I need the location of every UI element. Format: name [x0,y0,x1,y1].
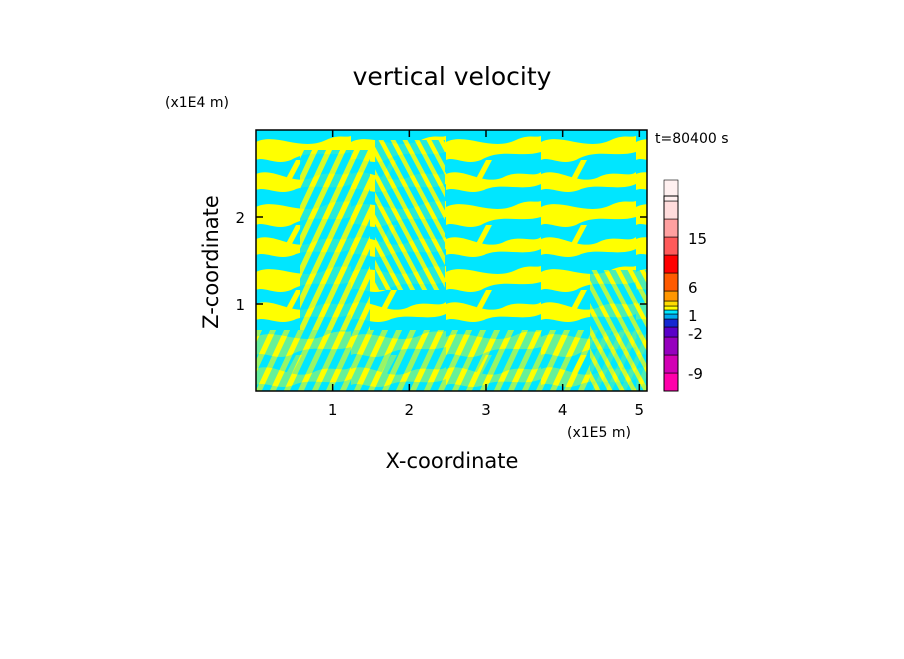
colorbar-segment [663,354,679,374]
plot-frame [255,129,648,392]
x-tick-label: 3 [481,401,491,419]
colorbar-segment [663,218,679,238]
x-tick-label: 2 [405,401,415,419]
colorbar-segment [663,309,679,315]
colorbar-label: -9 [688,365,703,383]
colorbar-segment [663,318,679,328]
colorbar-segment [663,313,679,320]
colorbar-segment [663,236,679,256]
chart-title: vertical velocity [353,62,552,91]
y-axis-ticks: 12 [235,209,647,314]
x-axis-title: X-coordinate [386,449,519,473]
x-axis-unit: (x1E5 m) [567,425,631,441]
x-tick-label: 4 [558,401,568,419]
colorbar-segment [663,326,679,338]
colorbar-label: 1 [688,307,698,325]
x-tick-label: 1 [328,401,338,419]
y-tick-label: 1 [235,296,245,314]
colorbar-segment [663,290,679,302]
colorbar-label: 6 [688,279,698,297]
colorbar-segment [663,372,679,392]
y-tick-label: 2 [235,209,245,227]
colorbar-segment [663,336,679,356]
x-tick-label: 5 [635,401,645,419]
colorbar-segment [663,254,679,274]
colorbar-segment [663,179,679,202]
colorbar-label: -2 [688,325,703,343]
colorbar-frame [663,195,679,392]
colorbar-segment [663,305,679,311]
colorbar-segment [663,272,679,292]
y-axis-title: Z-coordinate [199,195,223,329]
colorbar [663,179,679,392]
colorbar-segment [663,200,679,220]
colorbar-segment [663,300,679,307]
time-label: t=80400 s [655,131,729,147]
y-axis-unit: (x1E4 m) [165,95,229,111]
x-axis-ticks: 1 2 3 4 5 [328,130,644,419]
colorbar-labels: 15 6 1-2 -9 [688,230,707,383]
velocity-field [256,130,647,391]
colorbar-label: 15 [688,230,707,248]
